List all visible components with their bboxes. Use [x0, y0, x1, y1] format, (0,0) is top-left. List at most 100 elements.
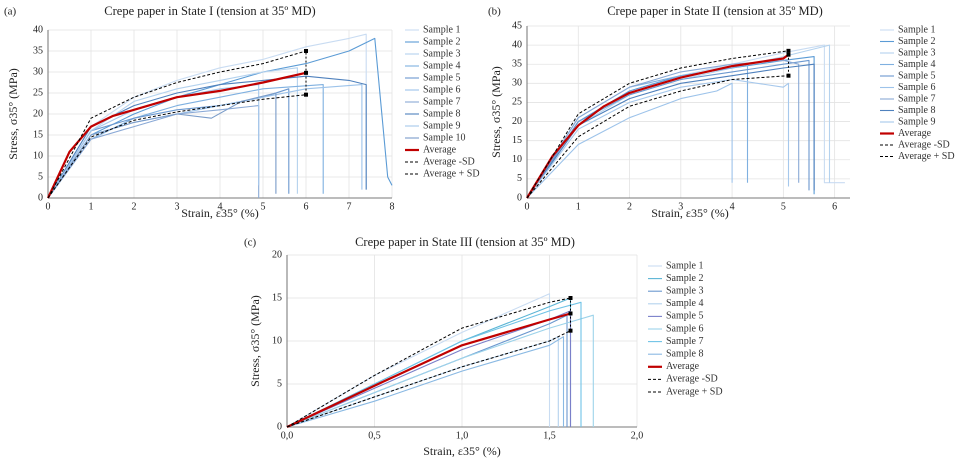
- series-line: [47, 50, 307, 199]
- y-tick-label: 5: [517, 173, 522, 184]
- legend-label: Sample 4: [666, 298, 704, 309]
- legend-label: Average: [666, 361, 700, 372]
- legend-label: Sample 6: [423, 84, 461, 95]
- legend-label: Sample 2: [898, 36, 936, 47]
- y-tick-label: 20: [512, 116, 522, 127]
- legend-label: Sample 6: [898, 82, 936, 93]
- legend-label: Sample 4: [423, 60, 461, 71]
- legend-label: Sample 7: [898, 93, 936, 104]
- series-line: [47, 71, 307, 199]
- series-line: [286, 312, 571, 428]
- y-axis-label: Stress, σ35° (MPa): [248, 295, 262, 387]
- y-tick-label: 0: [517, 192, 522, 203]
- y-tick-label: 15: [512, 135, 522, 146]
- x-axis-label: Strain, ε35° (%): [181, 206, 259, 220]
- y-tick-label: 15: [272, 292, 282, 303]
- series-line: [47, 84, 363, 199]
- y-tick-label: 10: [272, 335, 282, 346]
- chart-panel: (c) Crepe paper in State III (tension at …: [244, 235, 723, 458]
- x-tick-label: 3: [175, 201, 180, 212]
- x-tick-label: 0: [46, 201, 51, 212]
- legend-label: Sample 3: [423, 48, 461, 59]
- legend-label: Sample 10: [423, 132, 466, 143]
- y-tick-label: 0: [277, 421, 282, 432]
- legend-label: Average + SD: [423, 168, 480, 179]
- legend-label: Sample 5: [666, 311, 704, 322]
- panel-label: (c): [244, 237, 257, 249]
- x-tick-label: 5: [261, 201, 266, 212]
- y-tick-label: 10: [512, 154, 522, 165]
- y-axis-label: Stress, σ35° (MPa): [6, 68, 20, 160]
- series-line: [526, 78, 790, 199]
- series-line: [47, 94, 307, 199]
- x-axis-label: Strain, ε35° (%): [423, 444, 501, 458]
- y-tick-label: 20: [33, 108, 43, 119]
- legend-label: Sample 2: [666, 273, 704, 284]
- x-tick-label: 1,5: [543, 430, 556, 441]
- series-line: [526, 59, 800, 199]
- series-line: [526, 63, 749, 199]
- chart-panel: (b) Crepe paper in State II (tension at 3…: [488, 4, 955, 220]
- legend-label: Sample 6: [666, 323, 704, 334]
- y-tick-label: 25: [33, 87, 43, 98]
- y-tick-label: 45: [512, 20, 522, 31]
- series-line: [526, 75, 789, 199]
- legend-label: Sample 1: [666, 260, 704, 271]
- y-tick-label: 35: [512, 59, 522, 70]
- x-tick-label: 6: [832, 201, 837, 212]
- chart-title: Crepe paper in State III (tension at 35º…: [355, 235, 575, 249]
- legend-label: Sample 8: [898, 105, 936, 116]
- x-tick-label: 1,0: [456, 430, 469, 441]
- legend-label: Sample 5: [898, 70, 936, 81]
- y-axis-label: Stress, σ35° (MPa): [489, 66, 503, 158]
- end-marker: [304, 49, 308, 53]
- legend-label: Average: [898, 128, 932, 139]
- legend-label: Sample 1: [898, 24, 936, 35]
- legend-label: Average + SD: [666, 386, 723, 397]
- series-line: [47, 92, 277, 199]
- series-line: [526, 59, 810, 199]
- x-tick-label: 6: [304, 201, 309, 212]
- series-line: [286, 297, 571, 428]
- series-line: [286, 310, 572, 428]
- x-tick-label: 1: [89, 201, 94, 212]
- panel-label: (a): [4, 6, 17, 18]
- y-tick-label: 40: [512, 39, 522, 50]
- legend-label: Sample 4: [898, 59, 936, 70]
- y-tick-label: 30: [33, 66, 43, 77]
- series-line: [286, 301, 582, 428]
- x-tick-label: 2: [132, 201, 137, 212]
- legend-label: Sample 9: [423, 120, 461, 131]
- legend-label: Sample 8: [423, 108, 461, 119]
- legend-label: Sample 9: [898, 116, 936, 127]
- series-line: [526, 63, 815, 199]
- series-line: [47, 84, 324, 199]
- series-line: [526, 82, 733, 199]
- legend-label: Sample 3: [666, 285, 704, 296]
- x-tick-label: 5: [781, 201, 786, 212]
- legend-label: Sample 2: [423, 36, 461, 47]
- chart-panel: (a) Crepe paper in State I (tension at 35…: [4, 4, 480, 220]
- x-tick-label: 8: [390, 201, 395, 212]
- x-axis-label: Strain, ε35° (%): [651, 206, 729, 220]
- legend-label: Sample 3: [898, 47, 936, 58]
- x-tick-label: 0,5: [368, 430, 381, 441]
- legend-label: Sample 8: [666, 348, 704, 359]
- chart-title: Crepe paper in State I (tension at 35º M…: [104, 4, 315, 18]
- legend-label: Average -SD: [423, 156, 475, 167]
- legend-label: Average -SD: [898, 139, 950, 150]
- legend-label: Sample 7: [666, 336, 704, 347]
- series-line: [47, 33, 367, 199]
- legend-label: Sample 7: [423, 96, 461, 107]
- series-line: [286, 330, 571, 428]
- series-line: [286, 314, 594, 428]
- y-tick-label: 20: [272, 249, 282, 260]
- legend-label: Sample 1: [423, 24, 461, 35]
- series-line: [47, 67, 298, 199]
- chart-title: Crepe paper in State II (tension at 35º …: [607, 4, 823, 18]
- legend-label: Average: [423, 144, 457, 155]
- series-line: [47, 88, 290, 199]
- legend-label: Sample 5: [423, 72, 461, 83]
- x-tick-label: 4: [218, 201, 223, 212]
